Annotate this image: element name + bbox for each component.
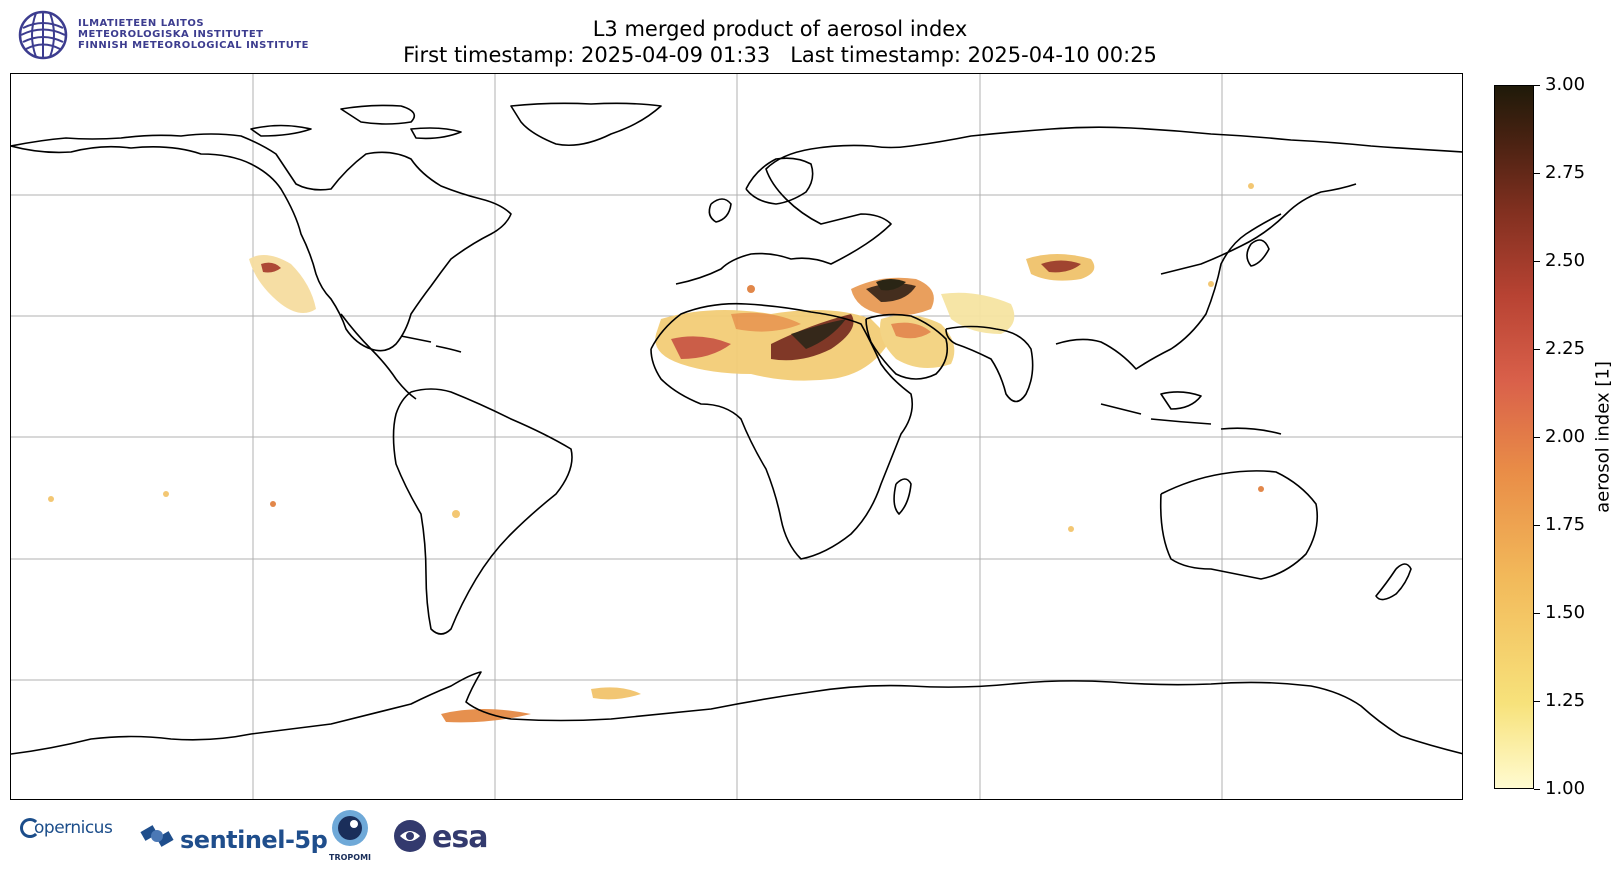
- aerosol-patch: [880, 315, 955, 368]
- colorbar-tick-mark: [1534, 613, 1540, 614]
- esa-logo: esa: [392, 818, 488, 868]
- coastline-indonesia: [1100, 391, 1282, 435]
- aerosol-dot: [1068, 526, 1074, 532]
- tropomi-logo: TROPOMI: [328, 808, 372, 862]
- colorbar-tick-mark: [1534, 437, 1540, 438]
- fmi-emblem-icon: [18, 10, 68, 60]
- colorbar-tick-mark: [1534, 525, 1540, 526]
- world-map: [10, 73, 1463, 800]
- coastline-north-america: [11, 133, 512, 352]
- institute-line: METEOROLOGISKA INSTITUTET: [78, 29, 264, 40]
- aerosol-patch: [791, 319, 846, 349]
- colorbar-tick-mark: [1534, 261, 1540, 262]
- aerosol-patch: [891, 322, 931, 339]
- satellite-icon: [140, 825, 174, 847]
- institute-line: ILMATIETEEN LAITOS: [78, 18, 205, 29]
- aerosol-patch: [591, 687, 641, 700]
- aerosol-dot: [48, 496, 54, 502]
- coastline-central-america: [340, 313, 417, 400]
- institute-line: FINNISH METEOROLOGICAL INSTITUTE: [78, 40, 310, 51]
- tropomi-text: TROPOMI: [328, 853, 372, 862]
- colorbar-tick-label: 3.00: [1545, 74, 1586, 95]
- colorbar-tick-label: 1.50: [1545, 602, 1586, 623]
- aerosol-dot: [452, 510, 460, 518]
- colorbar-tick-label: 2.00: [1545, 426, 1586, 447]
- coastline-australia: [1159, 470, 1319, 580]
- colorbar-tick-mark: [1534, 789, 1540, 790]
- coastline-africa: [650, 302, 914, 560]
- aerosol-patch: [441, 709, 531, 723]
- coastline-south-asia: [945, 325, 1034, 403]
- aerosol-patch: [941, 292, 1015, 334]
- title-line-1: L3 merged product of aerosol index: [592, 17, 968, 41]
- colorbar-tick-label: 2.50: [1545, 250, 1586, 271]
- coastline-madagascar: [893, 478, 912, 515]
- partner-logos: opernicus sentinel-5p TROPOMI esa: [20, 810, 540, 866]
- aerosol-patch: [876, 279, 906, 291]
- coastline-arctic-islands: [250, 104, 462, 140]
- colorbar-tick-mark: [1534, 85, 1540, 86]
- aerosol-patch: [1041, 260, 1081, 273]
- coastline-southeast-asia: [1055, 213, 1282, 370]
- copernicus-logo: opernicus: [20, 818, 113, 868]
- fmi-institute-name: ILMATIETEEN LAITOS METEOROLOGISKA INSTIT…: [78, 18, 309, 51]
- map-gridlines: [11, 74, 1462, 799]
- fmi-logo: ILMATIETEEN LAITOS METEOROLOGISKA INSTIT…: [18, 10, 318, 62]
- aerosol-dot: [1248, 183, 1254, 189]
- coastline-uk: [708, 198, 732, 223]
- aerosol-patch: [671, 336, 731, 359]
- colorbar-tick-mark: [1534, 173, 1540, 174]
- coastline-antarctica: [11, 671, 1462, 755]
- aerosol-patch: [866, 283, 916, 302]
- aerosol-dot: [270, 501, 276, 507]
- colorbar-tick-label: 2.75: [1545, 162, 1586, 183]
- colorbar-tick-mark: [1534, 349, 1540, 350]
- tropomi-eye-icon: [332, 810, 368, 846]
- map-title: L3 merged product of aerosol index First…: [300, 16, 1260, 68]
- sentinel-5p-logo: sentinel-5p: [138, 816, 328, 866]
- esa-emblem-icon: [394, 820, 426, 852]
- coastline-arabia: [865, 313, 949, 380]
- aerosol-field: [48, 183, 1264, 723]
- colorbar-title: aerosol index [1]: [1592, 361, 1614, 513]
- colorbar-tick-label: 1.25: [1545, 690, 1586, 711]
- title-line-2: First timestamp: 2025-04-09 01:33 Last t…: [403, 43, 1157, 67]
- aerosol-dot: [1258, 486, 1264, 492]
- aerosol-patch: [261, 262, 281, 273]
- coastline-japan: [1246, 239, 1270, 267]
- aerosol-patch: [249, 255, 316, 313]
- coastline-caribbean: [400, 335, 462, 353]
- coastline-east-asia: [1160, 183, 1357, 275]
- colorbar-tick-label: 2.25: [1545, 338, 1586, 359]
- esa-text: esa: [432, 820, 488, 855]
- colorbar-tick-label: 1.00: [1545, 778, 1586, 799]
- coastline-europe: [675, 126, 1462, 285]
- colorbar-tick-label: 1.75: [1545, 514, 1586, 535]
- map-canvas: [11, 74, 1462, 799]
- aerosol-dot: [1208, 281, 1214, 287]
- colorbar: [1494, 85, 1534, 789]
- sentinel-text: sentinel-5p: [180, 826, 328, 854]
- coastline-south-america: [392, 388, 573, 635]
- aerosol-patch: [731, 312, 801, 332]
- aerosol-dot: [747, 285, 755, 293]
- coastline-greenland: [510, 102, 662, 147]
- coastline-scandinavia: [745, 157, 814, 205]
- coastline-new-zealand: [1375, 563, 1412, 601]
- coastlines: [11, 102, 1462, 755]
- copernicus-text: opernicus: [34, 818, 113, 838]
- colorbar-tick-mark: [1534, 701, 1540, 702]
- copernicus-c-icon: [20, 818, 40, 838]
- aerosol-dot: [163, 491, 169, 497]
